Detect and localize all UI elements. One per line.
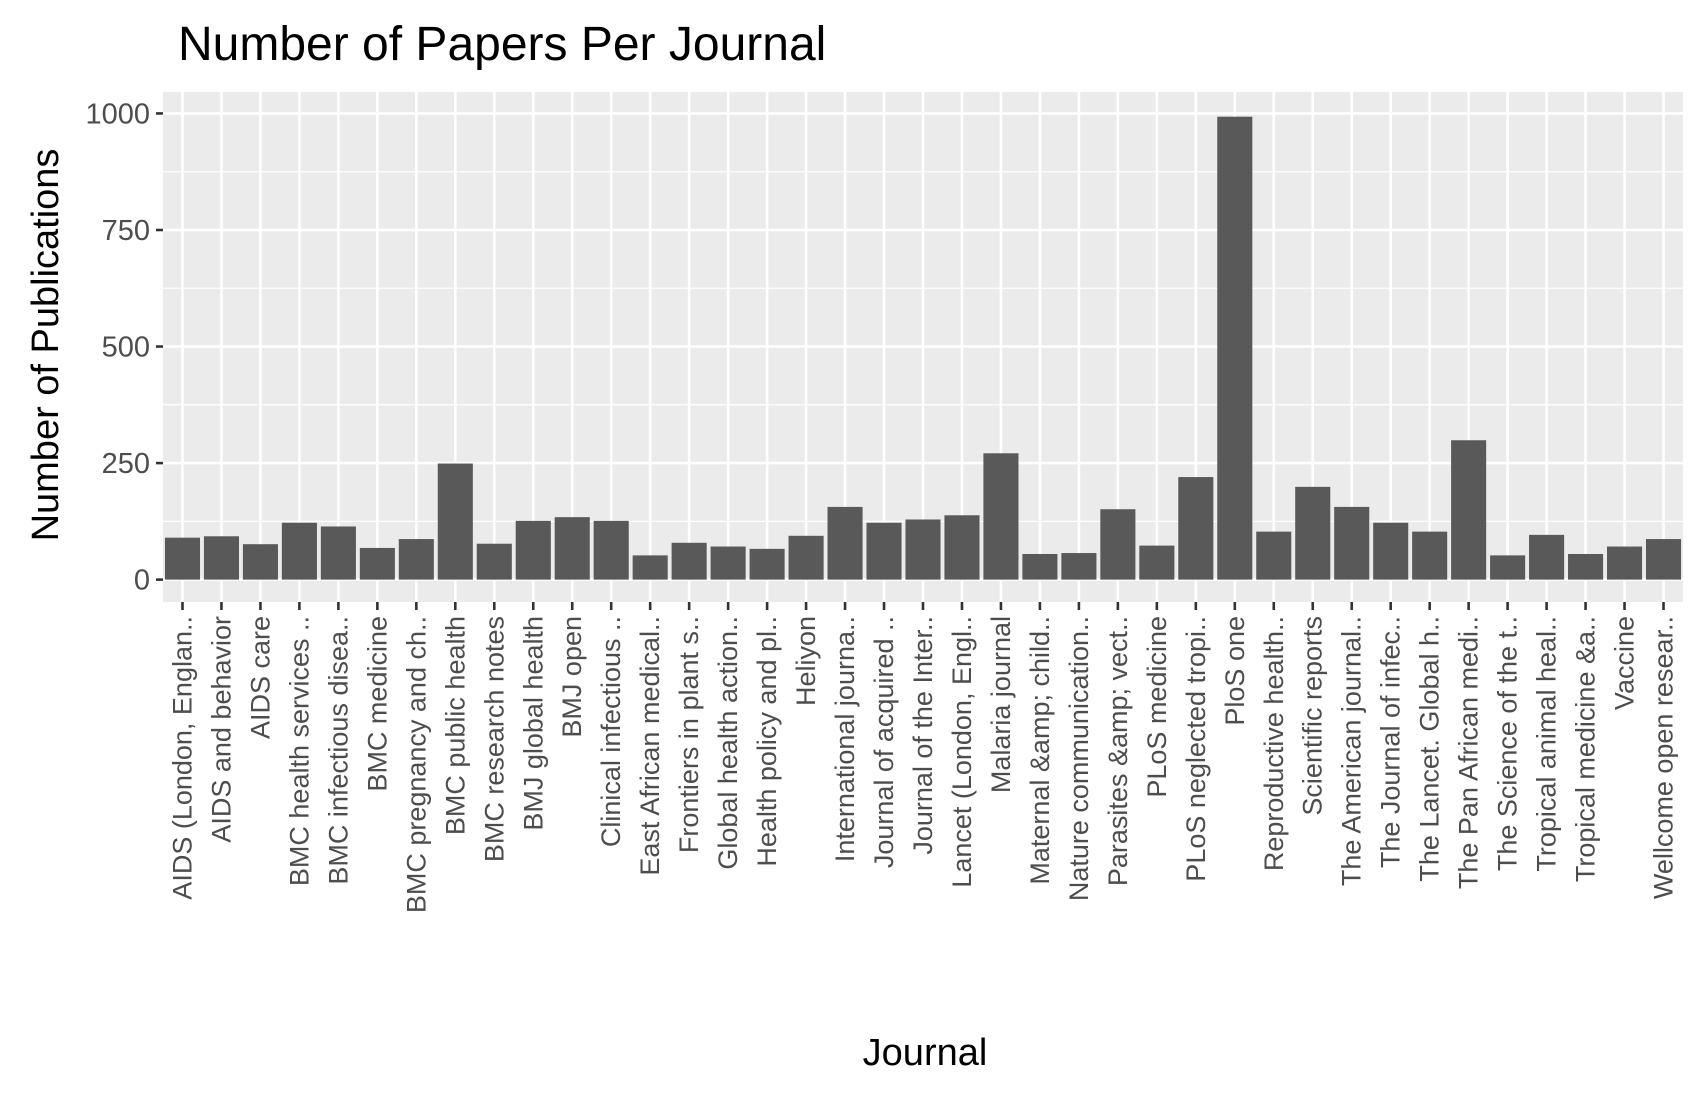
- bar: [476, 543, 512, 580]
- bar: [749, 548, 785, 580]
- bar: [1529, 534, 1565, 580]
- x-tick-label: Frontiers in plant s..: [674, 616, 704, 853]
- x-tick-label: BMC public health: [440, 616, 470, 835]
- x-tick-label: AIDS care: [245, 616, 275, 739]
- bar: [281, 522, 317, 580]
- x-tick-label: Maternal &amp; child..: [1025, 616, 1055, 885]
- x-tick-label: Parasites &amp; vect..: [1103, 616, 1133, 886]
- bar: [1022, 553, 1058, 580]
- bar: [1607, 546, 1643, 580]
- x-tick-label: BMC research notes: [479, 616, 509, 862]
- bar: [1295, 486, 1331, 580]
- bar: [866, 522, 902, 580]
- bar: [1061, 553, 1097, 580]
- x-tick-label: Clinical infectious ..: [596, 616, 626, 847]
- bar: [1100, 509, 1136, 580]
- y-tick-label: 750: [102, 215, 150, 247]
- bar: [1412, 531, 1448, 580]
- x-axis: AIDS (London, Englan.. AIDS and behavior A…: [167, 602, 1679, 913]
- x-tick-label: Tropical medicine &a..: [1571, 616, 1601, 882]
- x-tick-label: Tropical animal heal..: [1532, 616, 1562, 872]
- x-tick-label: BMJ global health: [518, 616, 548, 831]
- x-tick-label: BMC infectious disea..: [323, 616, 353, 885]
- y-axis: 0 250 500 750 1000: [85, 98, 163, 597]
- x-tick-label: Scientific reports: [1298, 616, 1328, 816]
- bar: [1451, 440, 1487, 580]
- bar: [632, 555, 668, 580]
- x-tick-label: The Science of the t..: [1493, 616, 1523, 871]
- chart-title: Number of Papers Per Journal: [178, 18, 826, 71]
- x-tick-label: International journa..: [830, 616, 860, 862]
- bar: [1256, 531, 1292, 580]
- bar: [320, 526, 356, 580]
- x-tick-label: PloS one: [1220, 616, 1250, 726]
- bar: [905, 519, 941, 580]
- bar: [554, 517, 590, 580]
- x-tick-label: Journal of the Inter..: [908, 616, 938, 855]
- y-tick-label: 1000: [85, 98, 150, 130]
- y-tick-label: 0: [134, 565, 150, 597]
- bar: [437, 463, 473, 580]
- x-tick-label: The American journal..: [1337, 616, 1367, 886]
- x-tick-label: BMC health services ..: [284, 616, 314, 886]
- bars: [164, 116, 1682, 580]
- y-tick-label: 250: [102, 448, 150, 480]
- x-tick-label: AIDS and behavior: [206, 616, 236, 843]
- bar: [827, 506, 863, 580]
- bar: [671, 542, 707, 580]
- bar: [359, 547, 395, 580]
- x-tick-label: AIDS (London, Englan..: [167, 616, 197, 900]
- bar: [593, 520, 629, 580]
- y-tick-label: 500: [102, 332, 150, 364]
- bar: [1568, 553, 1604, 580]
- bar: [1373, 522, 1409, 580]
- x-tick-label: Lancet (London, Engl..: [947, 616, 977, 888]
- x-tick-label: BMC medicine: [362, 616, 392, 792]
- bar: [242, 544, 278, 580]
- bar: [1178, 477, 1214, 580]
- x-tick-label: The Journal of infec..: [1376, 616, 1406, 868]
- x-tick-label: Malaria journal: [986, 616, 1016, 793]
- x-tick-label: Health policy and pl..: [752, 616, 782, 867]
- bar: [164, 537, 201, 580]
- bar: [1645, 539, 1682, 580]
- bar: [1139, 545, 1175, 580]
- bar: [788, 535, 824, 580]
- bar: [944, 515, 980, 580]
- bar: [1217, 116, 1253, 580]
- bar: [515, 520, 551, 580]
- x-tick-label: PLoS medicine: [1142, 616, 1172, 798]
- x-tick-label: Reproductive health..: [1259, 616, 1289, 871]
- x-tick-label: BMJ open: [557, 616, 587, 738]
- x-tick-label: The Pan African medi..: [1454, 616, 1484, 889]
- x-tick-label: PLoS neglected tropi..: [1181, 616, 1211, 882]
- bar: [203, 536, 239, 580]
- x-tick-label: Nature communication..: [1064, 616, 1094, 901]
- x-tick-label: BMC pregnancy and ch..: [401, 616, 431, 913]
- x-tick-label: East African medical..: [635, 616, 665, 876]
- bar: [398, 539, 434, 580]
- x-tick-label: Heliyon: [791, 616, 821, 706]
- bar: [983, 453, 1019, 580]
- x-axis-title: Journal: [863, 1032, 988, 1074]
- x-tick-label: Vaccine: [1610, 616, 1640, 710]
- x-tick-label: The Lancet. Global h..: [1415, 616, 1445, 882]
- x-tick-label: Wellcome open resear..: [1649, 616, 1679, 899]
- bar: [1334, 506, 1370, 580]
- bar: [710, 546, 746, 580]
- x-tick-label: Journal of acquired ..: [869, 616, 899, 868]
- y-axis-title: Number of Publications: [25, 149, 67, 542]
- bar: [1490, 555, 1526, 580]
- x-tick-label: Global health action..: [713, 616, 743, 870]
